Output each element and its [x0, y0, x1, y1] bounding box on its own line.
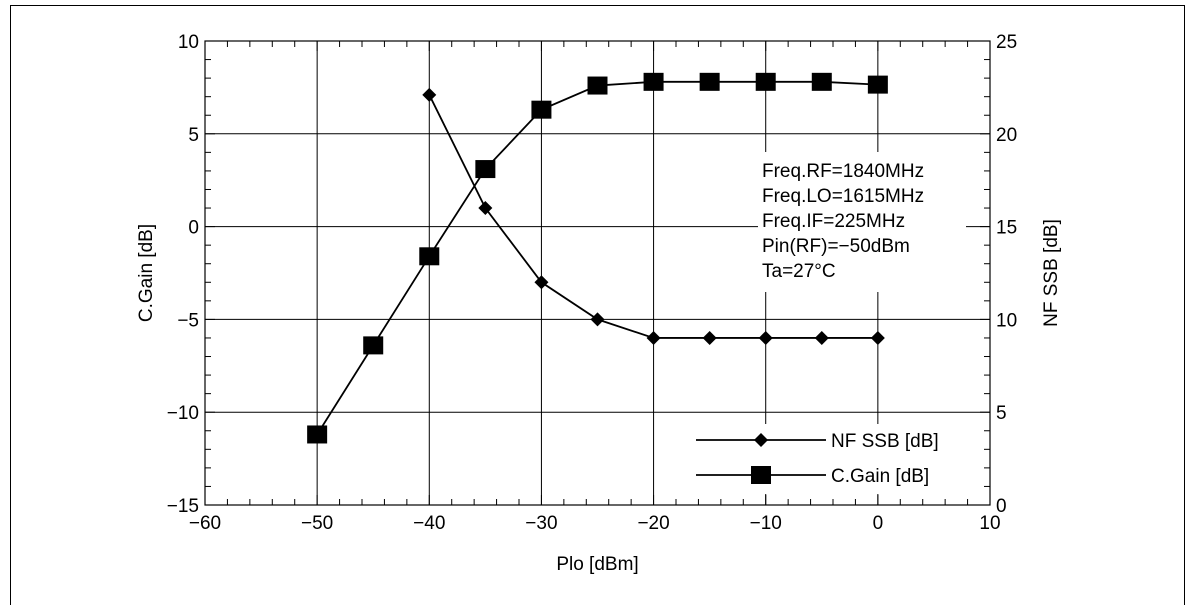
y-axis-right-label: NF SSB [dB]: [1041, 219, 1062, 327]
nf-ssb-point: [646, 330, 661, 345]
y-right-tick-label: 10: [996, 310, 1017, 331]
x-tick-label: −40: [413, 513, 445, 534]
series-nf-ssb: [422, 87, 885, 345]
chart: −60 −50 −40 −30 −20 −10 0 10−15−10−505100510152…: [136, 32, 1062, 575]
x-tick-label: 0: [873, 513, 884, 534]
nf-ssb-point: [478, 201, 493, 216]
y-right-tick-label: 15: [996, 218, 1017, 239]
y-left-tick-label: −5: [177, 310, 199, 331]
x-tick-label: −50: [301, 513, 333, 534]
y-left-tick-label: −10: [167, 403, 199, 424]
cgain-point: [867, 75, 888, 94]
nf-ssb-point: [870, 330, 885, 345]
x-tick-label: −60: [189, 513, 221, 534]
x-tick-label: −20: [637, 513, 669, 534]
y-axis-left-label: C.Gain [dB]: [136, 224, 157, 322]
annotation-line: Freq.LO=1615MHz: [762, 186, 924, 207]
annotation-line: Ta=27°C: [762, 261, 836, 282]
y-left-tick-label: 10: [178, 32, 199, 53]
annotation-background: [758, 152, 966, 292]
y-right-tick-label: 20: [996, 125, 1017, 146]
cgain-point: [531, 100, 552, 119]
figure-frame: [10, 5, 1185, 605]
cgain-point: [755, 72, 776, 91]
cgain-point: [587, 76, 608, 95]
y-right-tick-label: 0: [996, 496, 1007, 517]
nf-ssb-point: [590, 312, 605, 327]
cgain-point: [475, 160, 496, 179]
tick-labels: −60 −50 −40 −30 −20 −10 0 10−15−10−505100510152…: [167, 32, 1017, 534]
legend-label-cgain: C.Gain [dB]: [831, 466, 929, 487]
cgain-point: [643, 72, 664, 91]
y-right-tick-label: 25: [996, 32, 1017, 53]
y-left-tick-label: −15: [167, 496, 199, 517]
nf-ssb-point: [422, 87, 437, 102]
series-layer: [307, 72, 888, 444]
cgain-point: [363, 336, 384, 355]
legend: NF SSB [dB] C.Gain [dB]: [694, 424, 971, 494]
cgain-point: [811, 72, 832, 91]
cgain-point: [307, 425, 328, 444]
plot-border: [204, 40, 991, 506]
x-tick-label: −10: [750, 513, 782, 534]
nf-ssb-point: [814, 330, 829, 345]
nf-ssb-point: [534, 275, 549, 290]
annotation-line: Freq.IF=225MHz: [762, 211, 905, 232]
legend-label-nf-ssb: NF SSB [dB]: [831, 431, 939, 452]
legend-background: [694, 424, 971, 494]
x-tick-label: −30: [525, 513, 557, 534]
series-cgain: [307, 72, 888, 444]
legend-marker-nf-ssb: [754, 433, 768, 447]
y-left-tick-label: 0: [188, 218, 199, 239]
nf-ssb-point: [758, 330, 773, 345]
y-left-tick-label: 5: [188, 125, 199, 146]
y-right-tick-label: 5: [996, 403, 1007, 424]
nf-ssb-point: [702, 330, 717, 345]
annotation-line: Pin(RF)=−50dBm: [762, 236, 910, 257]
annotation-line: Freq.RF=1840MHz: [762, 161, 924, 182]
annotation-box: Freq.RF=1840MHz Freq.LO=1615MHz Freq.IF=22…: [758, 152, 966, 292]
x-tick-label: 10: [979, 513, 1000, 534]
legend-marker-cgain: [751, 466, 771, 484]
cgain-point: [699, 72, 720, 91]
x-axis-label: Plo [dBm]: [556, 554, 638, 575]
cgain-point: [419, 247, 440, 266]
